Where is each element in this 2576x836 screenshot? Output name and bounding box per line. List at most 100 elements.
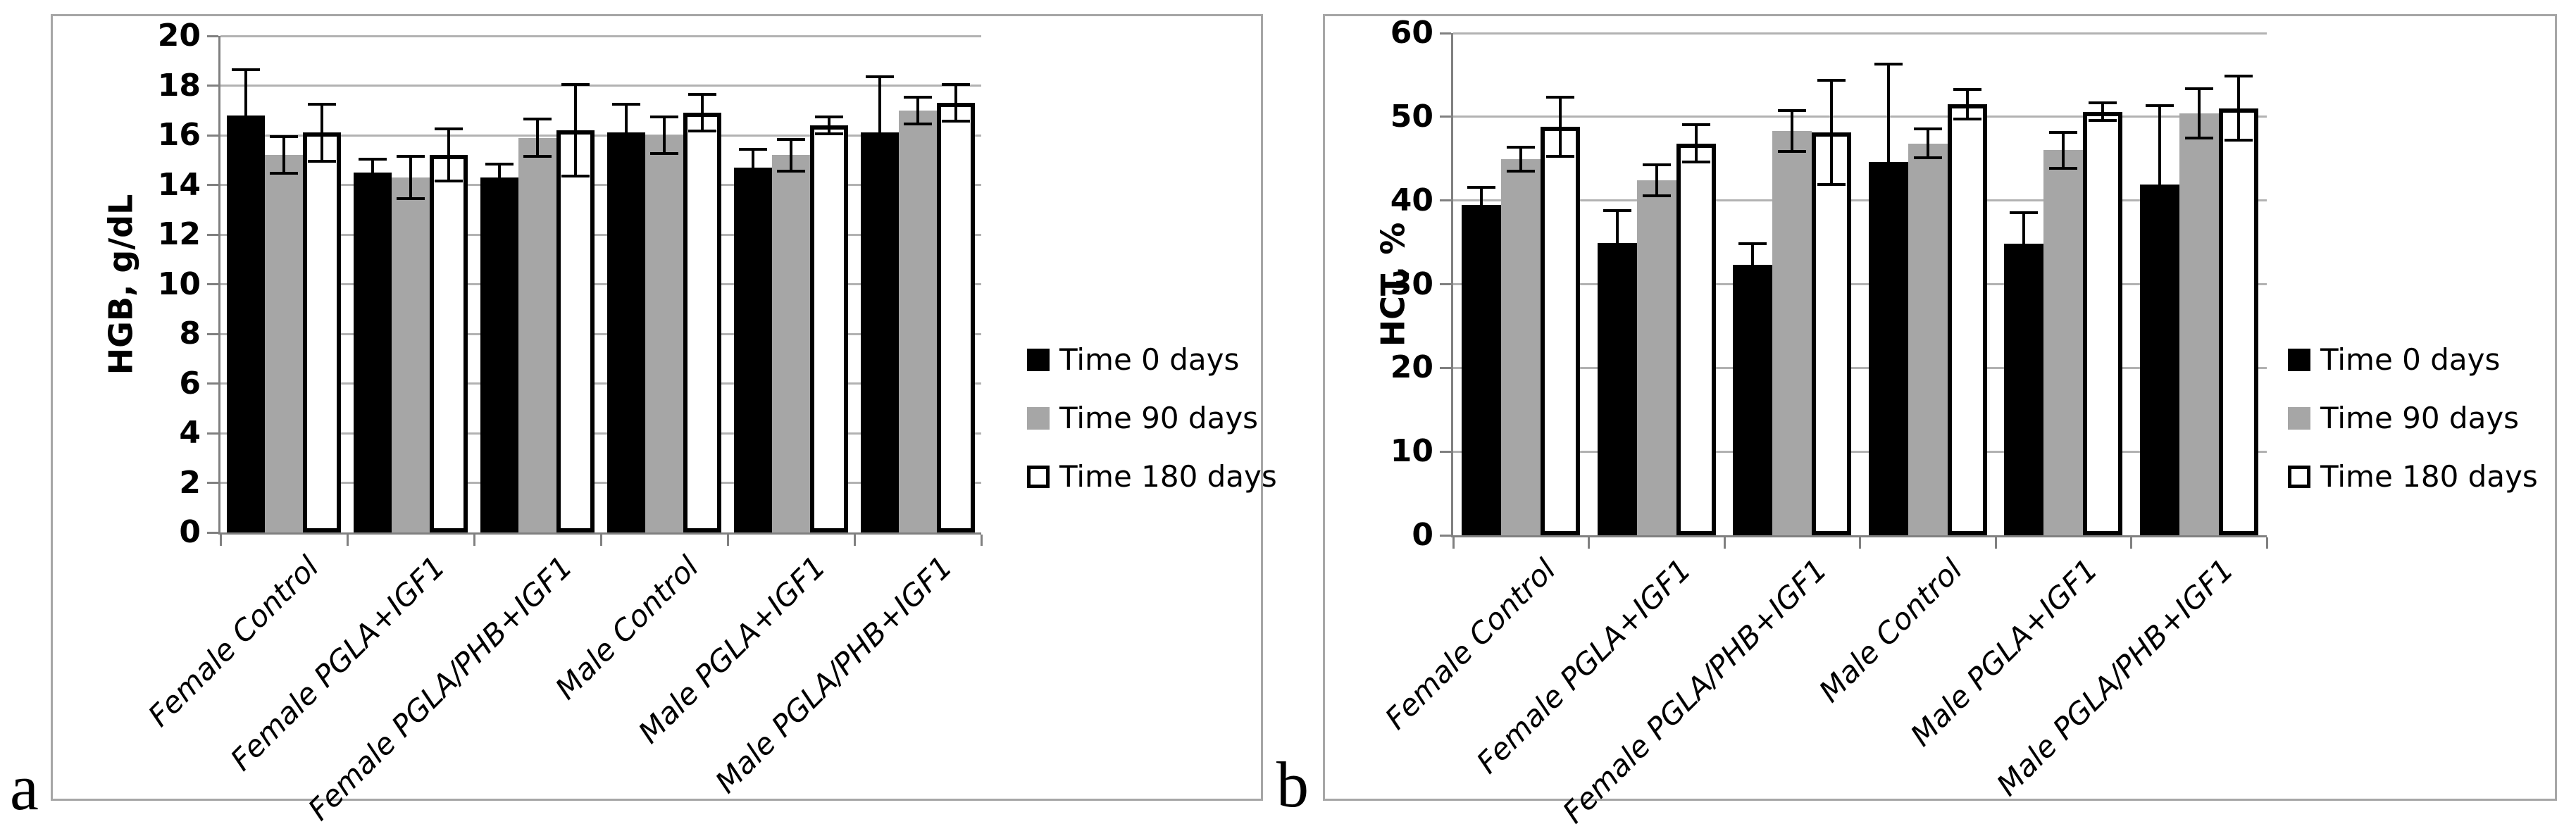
legend-label: Time 0 days <box>1059 342 1240 377</box>
error-bar <box>777 137 805 173</box>
error-bar <box>942 82 970 123</box>
error-bar <box>1467 186 1496 223</box>
bar <box>899 110 937 532</box>
error-bar-cap-bottom <box>2089 118 2117 122</box>
error-bar-cap-bottom <box>232 159 260 163</box>
error-bar-cap-top <box>1681 123 1710 127</box>
x-tick-mark <box>726 535 729 546</box>
error-bar-cap-top <box>1953 88 1981 92</box>
error-bar <box>1681 123 1710 164</box>
error-bar <box>2010 211 2039 277</box>
x-tick-mark <box>1588 537 1590 549</box>
error-bar-cap-top <box>2145 104 2174 107</box>
gridline <box>1453 32 2267 35</box>
error-bar-stem <box>2236 75 2240 142</box>
gridline <box>1453 116 2267 118</box>
legend-label: Time 90 days <box>2320 401 2520 435</box>
error-bar-cap-top <box>1546 96 1575 99</box>
gridline <box>1453 366 2267 369</box>
error-bar-cap-bottom <box>2184 136 2213 139</box>
legend-label: Time 180 days <box>2320 459 2538 494</box>
bar <box>1947 104 1987 535</box>
y-tick-label: 20 <box>1390 349 1433 386</box>
error-bar <box>1546 96 1575 158</box>
error-bar <box>2145 104 2174 266</box>
y-tick-mark <box>1440 450 1451 453</box>
error-bar-cap-bottom <box>1738 285 1767 288</box>
error-bar-stem <box>954 82 957 123</box>
x-axis-line <box>218 532 981 535</box>
error-bar-stem <box>1965 88 1969 120</box>
bar <box>2043 150 2084 535</box>
error-bar-cap-top <box>777 137 805 141</box>
error-bar-cap-bottom <box>1681 161 1710 164</box>
panel-letter-a: a <box>10 751 39 823</box>
bar <box>734 167 772 532</box>
legend-swatch <box>2288 466 2310 488</box>
error-bar-cap-top <box>2089 101 2117 105</box>
error-bar-cap-top <box>866 75 894 79</box>
error-bar-cap-bottom <box>1953 117 1981 120</box>
x-tick-mark <box>980 535 983 546</box>
y-tick-label: 0 <box>179 514 201 550</box>
chart-panel-b: HCT, % 0 10 20 30 40 50 60 Female Control Female… <box>1323 14 2557 830</box>
error-bar <box>2224 75 2253 142</box>
y-axis-line <box>218 36 220 532</box>
plot-area: 0 2 4 6 8 10 12 14 16 18 20 Female Control Female PG… <box>142 18 983 827</box>
gridline <box>220 283 981 285</box>
bar <box>392 177 430 532</box>
gridline <box>220 184 981 186</box>
error-bar <box>650 115 678 156</box>
error-bar-stem <box>1480 186 1483 223</box>
y-tick-label: 6 <box>179 365 201 401</box>
legend-label: Time 0 days <box>2320 342 2501 377</box>
error-bar-cap-top <box>2010 211 2039 215</box>
error-bar-stem <box>1751 242 1755 288</box>
error-bar-cap-top <box>2049 131 2078 135</box>
error-bar <box>485 162 514 193</box>
error-bar <box>1603 208 1631 277</box>
y-tick-label: 14 <box>157 166 201 203</box>
error-bar <box>2089 101 2117 122</box>
error-bar-cap-bottom <box>612 159 640 163</box>
bar <box>1812 132 1852 535</box>
y-tick-label: 50 <box>1390 98 1433 135</box>
error-bar <box>904 95 932 125</box>
bar <box>645 135 683 532</box>
legend-swatch <box>2288 407 2310 430</box>
legend-label: Time 90 days <box>1059 401 1259 435</box>
error-bar-cap-bottom <box>2010 273 2039 277</box>
error-bar-cap-bottom <box>1817 183 1846 187</box>
error-bar-cap-bottom <box>650 152 678 156</box>
x-axis-line <box>1451 535 2267 537</box>
error-bar-cap-bottom <box>435 179 463 182</box>
x-tick-mark <box>2265 537 2268 549</box>
error-bar-stem <box>2158 104 2161 266</box>
legend-swatch <box>1027 349 1050 371</box>
error-bar <box>308 103 336 163</box>
bar <box>480 177 518 532</box>
error-bar-cap-top <box>815 115 843 118</box>
legend-item: Time 180 days <box>1027 461 1277 492</box>
error-bar <box>435 127 463 182</box>
error-bar-stem <box>321 103 323 163</box>
x-tick-mark <box>1859 537 1861 549</box>
error-bar <box>1874 62 1903 262</box>
error-bar-cap-bottom <box>359 185 387 188</box>
error-bar-stem <box>1830 79 1834 187</box>
error-bar <box>359 157 387 188</box>
y-tick-label: 10 <box>157 266 201 302</box>
error-bar-cap-top <box>650 115 678 118</box>
error-bar-cap-top <box>1874 62 1903 65</box>
error-bar <box>270 135 298 175</box>
gridline <box>220 134 981 137</box>
gridline <box>220 382 981 385</box>
error-bar-stem <box>447 127 450 182</box>
error-bar-cap-top <box>232 68 260 71</box>
error-bar-cap-bottom <box>942 120 970 123</box>
gridline <box>220 35 981 37</box>
error-bar-cap-top <box>2184 87 2213 91</box>
error-bar-stem <box>878 75 881 190</box>
error-bar-cap-bottom <box>2224 139 2253 142</box>
error-bar <box>1778 109 1807 153</box>
